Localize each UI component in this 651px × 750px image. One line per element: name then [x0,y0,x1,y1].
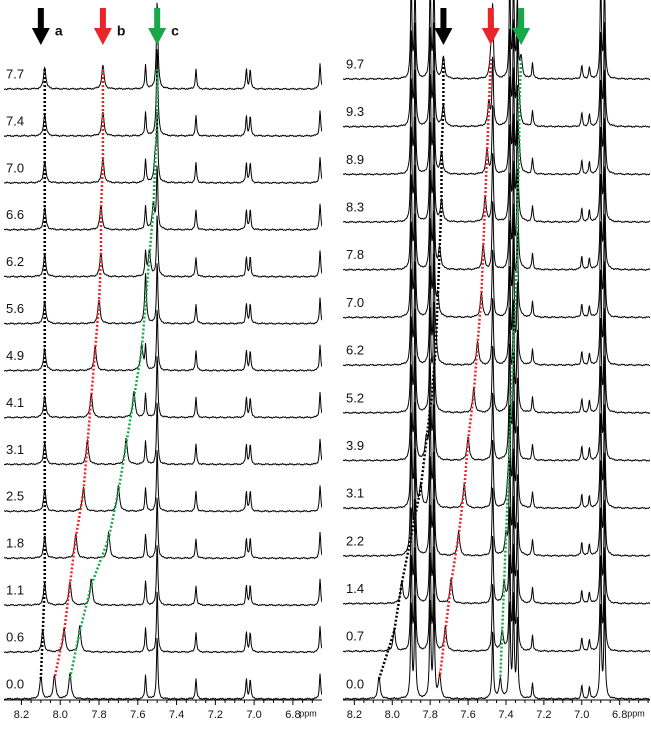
spectrum [4,48,322,138]
trace-label: 9.3 [346,104,364,119]
x-tick-label: 7.8 [91,709,106,721]
spectrum [4,356,322,419]
spectrum [343,592,650,700]
x-tick-label: 7.6 [130,709,145,721]
trace-label: 1.1 [6,583,24,598]
trace-label: 3.1 [346,486,364,501]
trace-label: 1.4 [346,581,364,596]
trace-label: 7.0 [6,160,24,175]
spectrum [4,591,322,654]
trace-label: 5.2 [346,390,364,405]
arrow-label: b [117,23,126,39]
traces [343,0,650,700]
spectrum [343,113,650,224]
spectrum [4,450,322,513]
trace-label: 6.2 [6,254,24,269]
trace-label: 8.3 [346,200,364,215]
x-axis-label: ppm [299,708,317,718]
traces [4,2,322,700]
trace-label: 4.1 [6,395,24,410]
spectrum [343,0,650,81]
trace-label: 4.9 [6,348,24,363]
trace-label: 2.5 [6,489,24,504]
x-tick-label: 7.0 [574,709,589,721]
x-tick-label: 7.2 [208,709,223,721]
x-tick-label: 7.8 [423,709,438,721]
trace-label: 6.6 [6,207,24,222]
spectrum [343,299,650,415]
spectrum [343,495,650,605]
tracking-line [438,58,493,680]
spectrum [4,215,322,279]
panel: 8.2 8.0 7.8 7.6 7.4 7.2 7.0 6.8 ppm 9.7 9.3 8.9 8.3 7… [343,0,650,721]
trace-label: 0.0 [6,676,24,691]
trace-label: 0.7 [346,629,364,644]
x-tick-label: 8.2 [347,709,362,721]
x-tick-label: 7.0 [246,709,261,721]
x-axis-label: ppm [627,708,645,718]
x-tick-label: 8.0 [385,709,400,721]
x-tick-label: 8.2 [14,709,29,721]
arrow [512,8,531,45]
arrow [481,8,500,45]
trace-label: 7.0 [346,295,364,310]
x-tick-label: 7.6 [460,709,475,721]
tracking-line [499,58,523,680]
arrow [93,8,112,45]
spectrum [343,19,650,129]
trace-label: 3.1 [6,442,24,457]
spectrum [343,203,650,319]
spectrum [343,401,650,510]
trace-label: 7.4 [6,113,24,128]
spectrum [343,160,650,272]
arrow [31,8,50,45]
arrow [148,8,167,45]
spectrum [343,238,650,367]
trace-label: 8.9 [346,152,364,167]
spectrum [4,637,322,700]
x-tick-label: 6.8 [612,709,627,721]
x-tick-label: 7.2 [536,709,551,721]
spectrum [4,165,322,232]
x-tick-label: 7.4 [169,709,184,721]
x-tick-label: 7.4 [498,709,513,721]
arrow-label: a [55,23,63,39]
trace-label: 0.6 [6,630,24,645]
x-tick-label: 8.0 [53,709,68,721]
spectrum [4,111,322,185]
spectrum [343,343,650,462]
tracking-line [39,69,46,680]
trace-label: 2.2 [346,533,364,548]
spectrum [4,545,322,607]
tracking-line [53,69,105,680]
spectrum [343,67,650,176]
spectrum [4,309,322,372]
trace-label: 0.0 [346,676,364,691]
trace-label: 7.7 [6,66,24,81]
trace-label: 3.9 [346,438,364,453]
tracking-line [68,69,159,680]
spectrum [4,497,322,560]
arrow [434,8,453,45]
spectrum [4,263,322,326]
spectrum [4,2,322,91]
x-tick-label: 6.8 [285,709,300,721]
trace-label: 7.8 [346,247,364,262]
spectrum [4,402,322,466]
arrow-label: c [171,23,179,39]
trace-label: 9.7 [346,56,364,71]
trace-label: 5.6 [6,301,24,316]
trace-label: 6.2 [346,343,364,358]
spectrum [343,439,650,558]
trace-label: 1.8 [6,536,24,551]
